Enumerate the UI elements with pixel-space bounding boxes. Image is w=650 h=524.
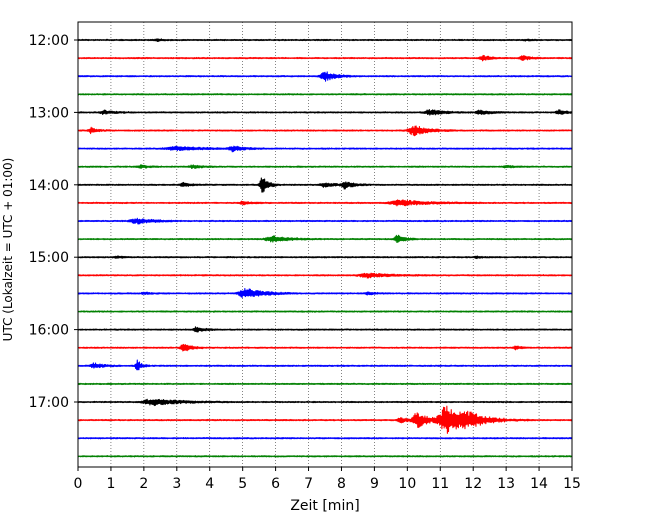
x-tick-label: 14 xyxy=(530,476,548,492)
trace-1400 xyxy=(77,177,573,193)
trace-1615 xyxy=(77,343,573,352)
x-tick-label: 5 xyxy=(238,476,247,492)
y-tick-label: 12:00 xyxy=(29,33,69,49)
y-axis-label: UTC (Lokalzeit = UTC + 01:00) xyxy=(1,158,15,342)
trace-1515 xyxy=(77,272,573,279)
x-tick-label: 2 xyxy=(139,476,148,492)
y-tick-label: 17:00 xyxy=(29,395,69,411)
trace-1700 xyxy=(77,398,573,407)
trace-1300 xyxy=(77,108,573,116)
x-tick-label: 13 xyxy=(497,476,515,492)
trace-1715 xyxy=(77,405,573,434)
y-axis: 12:00 13:00 14:00 15:00 16:00 17:00 xyxy=(29,33,78,411)
trace-1415 xyxy=(77,199,573,207)
x-axis-label: Zeit [min] xyxy=(290,498,359,514)
x-tick-label: 10 xyxy=(398,476,416,492)
trace-1215 xyxy=(77,54,573,62)
trace-group xyxy=(77,38,573,458)
x-tick-label: 1 xyxy=(106,476,115,492)
x-tick-label: 8 xyxy=(337,476,346,492)
trace-1545 xyxy=(77,310,573,313)
trace-1530 xyxy=(77,288,573,299)
plot-frame xyxy=(77,21,573,468)
y-tick-label: 16:00 xyxy=(29,323,69,339)
x-tick-label: 3 xyxy=(172,476,181,492)
trace-1200 xyxy=(77,38,573,43)
trace-1245 xyxy=(77,93,573,96)
x-tick-label: 0 xyxy=(74,476,83,492)
trace-1345 xyxy=(77,164,573,170)
trace-1330 xyxy=(77,145,573,153)
x-tick-label: 9 xyxy=(370,476,379,492)
trace-1315 xyxy=(77,125,573,137)
x-axis: 0 1 2 3 4 5 6 7 8 9 10 11 12 13 14 15 xyxy=(74,467,581,492)
trace-1645 xyxy=(77,382,573,386)
x-tick-label: 15 xyxy=(563,476,581,492)
trace-1430 xyxy=(77,217,573,225)
trace-1745 xyxy=(77,455,573,458)
trace-1730 xyxy=(77,436,573,440)
x-tick-label: 11 xyxy=(431,476,449,492)
y-tick-label: 14:00 xyxy=(29,178,69,194)
trace-1230 xyxy=(77,71,573,82)
trace-1445 xyxy=(77,234,573,244)
x-tick-label: 6 xyxy=(271,476,280,492)
grid-lines xyxy=(110,22,540,467)
trace-1500 xyxy=(77,255,573,260)
y-tick-label: 13:00 xyxy=(29,105,69,121)
x-tick-label: 4 xyxy=(205,476,214,492)
y-tick-label: 15:00 xyxy=(29,250,69,266)
trace-1600 xyxy=(77,326,573,333)
x-tick-label: 7 xyxy=(304,476,313,492)
trace-1630 xyxy=(77,359,573,371)
x-tick-label: 12 xyxy=(464,476,482,492)
